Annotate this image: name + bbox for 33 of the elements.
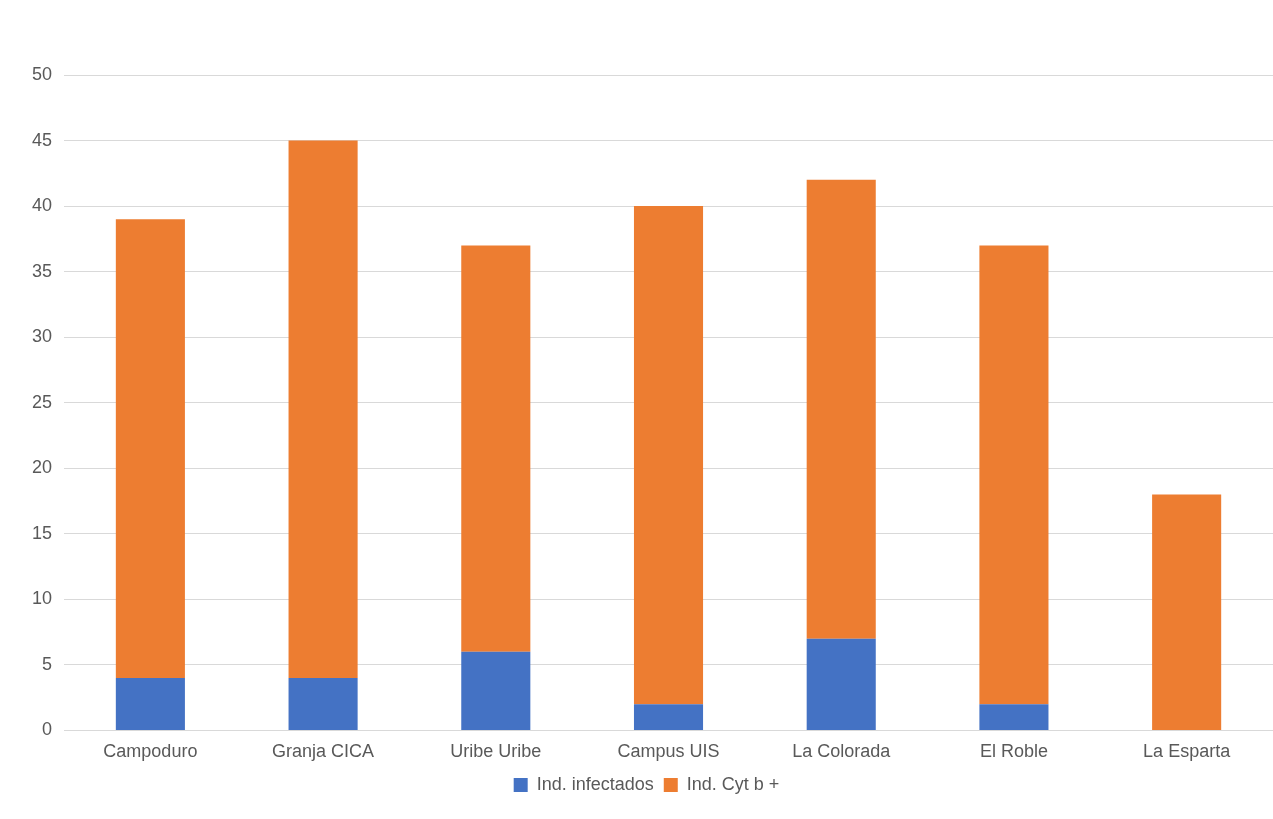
bar	[288, 677, 358, 730]
y-tick-label: 5	[42, 653, 53, 674]
x-tick-label: La Esparta	[1143, 741, 1232, 762]
x-tick-label: Granja CICA	[272, 741, 375, 762]
x-tick-label: Uribe Uribe	[450, 741, 542, 762]
x-tick-label: El Roble	[979, 741, 1048, 762]
y-tick-label: 10	[31, 588, 53, 609]
bar	[461, 245, 531, 652]
bar	[806, 179, 876, 639]
bar	[115, 677, 185, 730]
y-tick-label: 25	[31, 391, 53, 412]
bar	[979, 245, 1049, 705]
bar	[979, 704, 1049, 730]
bar	[1152, 494, 1222, 730]
y-tick-label: 30	[31, 326, 53, 347]
bar	[633, 206, 704, 705]
bar	[633, 704, 704, 730]
bar	[115, 219, 185, 678]
bar	[461, 651, 531, 730]
y-tick-label: 45	[31, 129, 53, 150]
legend-label: Ind. Cyt b +	[686, 773, 780, 794]
y-tick-label: 0	[42, 719, 53, 740]
y-tick-label: 35	[31, 260, 53, 281]
x-tick-label: La Colorada	[792, 741, 892, 762]
bar	[288, 140, 358, 678]
y-tick-label: 40	[31, 195, 53, 216]
y-tick-label: 15	[31, 522, 53, 543]
y-tick-label: 20	[31, 457, 53, 478]
x-tick-label: Campus UIS	[617, 741, 720, 762]
x-tick-label: Campoduro	[103, 741, 198, 762]
legend-label: Ind. infectados	[536, 773, 654, 794]
y-tick-label: 50	[31, 63, 53, 84]
bar	[806, 638, 876, 730]
